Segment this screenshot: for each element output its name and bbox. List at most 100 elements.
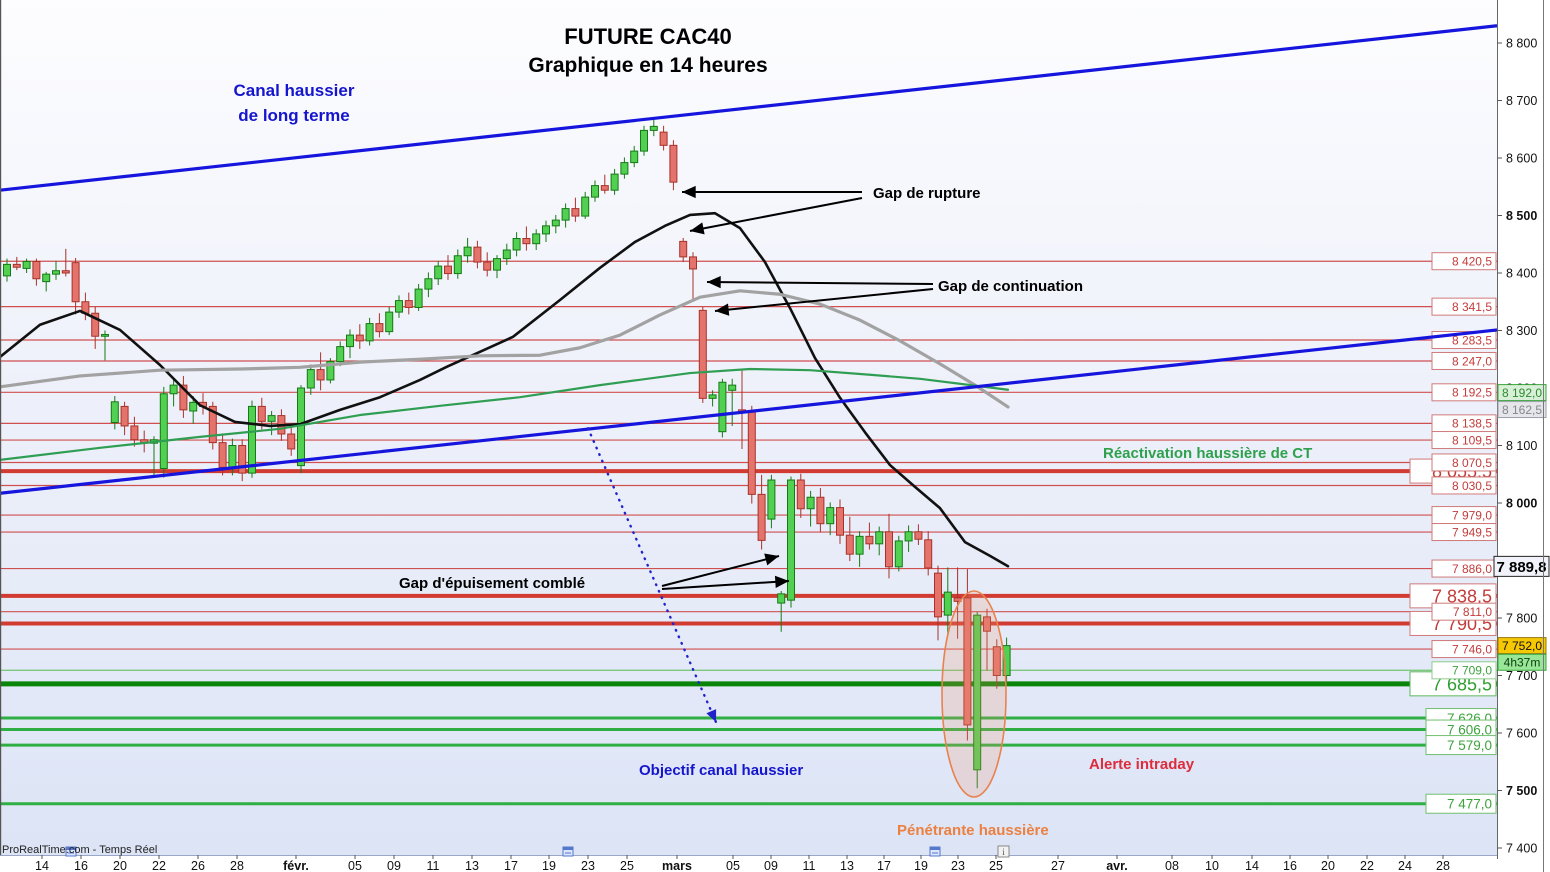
bearish-candle [316,369,325,381]
price-tick-label: 7 400 [1506,841,1537,855]
level-label: 8 138,5 [1452,417,1492,431]
price-tick-label: 8 700 [1506,94,1537,108]
level-label: 7 979,0 [1452,508,1492,522]
bullish-candle [493,258,501,271]
watermark-text: ProRealTime.com - Temps Réel [2,844,158,856]
arrow-head [682,185,696,199]
objective-dotted-arrow [586,427,718,724]
bullish-candle [336,346,345,363]
level-label-box [1431,602,1497,621]
ma-green-line[interactable] [0,367,1010,461]
bearish-candle [355,334,364,342]
bullish-candle [787,479,795,601]
date-tick-label: 10 [1205,859,1219,872]
bearish-candle [404,300,413,309]
bearish-candle [483,261,492,271]
date-tick-label: 20 [1321,859,1335,872]
level-label-box [1431,476,1497,495]
level-label-box [1425,735,1497,756]
bullish-candle [875,531,884,545]
bullish-candle [620,162,629,175]
bullish-candle [512,238,521,251]
date-tick-label: 26 [191,859,205,872]
date-tick-label: 25 [989,859,1003,872]
instrument-title: FUTURE CAC40 [564,24,732,49]
date-tick-label: 23 [951,859,965,872]
level-label: 8 420,5 [1452,255,1492,269]
arrow-head [690,222,705,235]
level-labels: 8 055,57 838,57 790,57 685,58 420,58 341… [1409,252,1497,814]
date-tick-label: 16 [74,859,88,872]
price-tick-label: 7 500 [1506,784,1537,798]
date-tick-label: 16 [1283,859,1297,872]
gray-value-tag [1497,401,1547,419]
date-tick-label: 17 [877,859,891,872]
axis-value-tags: 8 192,0 8 162,5 7 889,8 7 752,0 4h37m [1493,384,1550,671]
annotation-arrow [661,555,780,587]
level-label: 8 070,5 [1452,456,1492,470]
bullish-candle [777,593,786,604]
calendar-icon[interactable] [929,846,941,857]
candles-layer[interactable] [3,117,1011,789]
bullish-candle [502,249,511,260]
bearish-candle [91,312,100,337]
bullish-candle [581,196,590,217]
annotation-arrow [714,288,934,312]
date-tick-label: 08 [1165,859,1179,872]
bearish-candle [865,535,874,545]
bullish-candle [630,150,639,164]
info-icon[interactable]: i [997,845,1010,858]
date-tick-label: 05 [348,859,362,872]
level-label: 8 109,5 [1452,433,1492,447]
bullish-candle [159,393,168,469]
axis-tag-label: 4h37m [1504,656,1541,670]
axis-tag-label: 8 162,5 [1502,403,1542,417]
level-label-box [1431,383,1497,402]
canal-lower-trendline[interactable] [0,328,1498,495]
ma-black-line[interactable] [0,211,1010,568]
price-tick-label: 8 600 [1506,151,1537,165]
ma-gray-line[interactable] [0,289,1010,409]
bullish-candle [542,225,550,235]
event-icons[interactable]: i [65,845,1010,858]
level-label: 8 341,5 [1452,300,1492,314]
bullish-candle [110,401,119,423]
time-axis[interactable]: 14 16 20 22 26 28 févr. 05 09 11 13 17 19 23 25 mars 05 0… [0,855,1497,872]
pattern-highlight-ellipse[interactable] [941,590,1007,798]
bearish-candle [747,411,756,495]
calendar-icon[interactable] [65,846,77,857]
bullish-candle [297,387,305,467]
bullish-candle [610,173,619,191]
bullish-candle [973,614,982,771]
bearish-candle [963,597,972,726]
green-value-tag [1497,384,1547,402]
level-label: 8 192,5 [1452,386,1492,400]
level-label-box [1431,351,1497,370]
bearish-candle [600,185,609,191]
canal-upper-trendline[interactable] [0,24,1498,192]
level-label-box [1431,431,1497,450]
bullish-candle [385,311,394,333]
bullish-candle [894,540,903,568]
bearish-candle [32,261,41,280]
date-tick-label: 19 [542,859,556,872]
chart-title: FUTURE CAC40 Graphique en 14 heures [528,24,767,78]
date-tick-label: 09 [764,859,778,872]
calendar-icon[interactable] [562,846,574,857]
price-tick-label: 8 800 [1506,36,1537,50]
level-label: 7 886,0 [1452,562,1492,576]
bearish-candle [375,323,384,333]
axis-tag-label: 8 192,0 [1502,386,1542,400]
bullish-candle [424,278,433,290]
bearish-candle [836,507,844,536]
arrow-head [706,709,717,723]
bullish-candle [189,401,198,412]
level-label: 8 283,5 [1452,333,1492,347]
bearish-candle [473,246,482,263]
bullish-candle [42,273,51,283]
date-tick-label: 14 [35,859,49,872]
bullish-candle [453,255,462,275]
